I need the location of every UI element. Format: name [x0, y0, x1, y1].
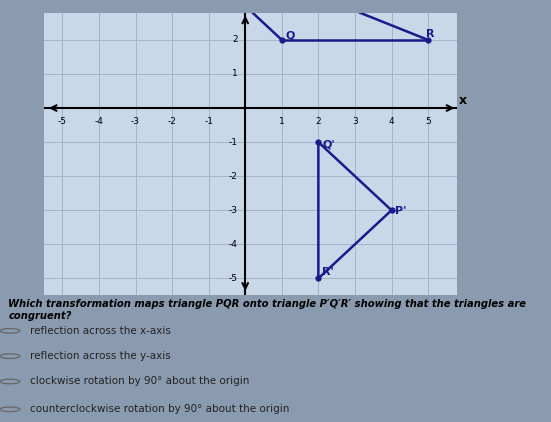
Text: 1: 1 — [232, 70, 238, 78]
Text: 2: 2 — [316, 116, 321, 126]
Text: -3: -3 — [229, 206, 238, 215]
Text: -1: -1 — [229, 138, 238, 146]
Text: x: x — [459, 94, 467, 107]
Text: -2: -2 — [229, 172, 238, 181]
Text: -3: -3 — [131, 116, 140, 126]
Text: -4: -4 — [95, 116, 104, 126]
Text: 2: 2 — [233, 35, 238, 44]
Text: 5: 5 — [425, 116, 431, 126]
Text: counterclockwise rotation by 90° about the origin: counterclockwise rotation by 90° about t… — [30, 404, 290, 414]
Text: 4: 4 — [388, 116, 395, 126]
Text: -4: -4 — [229, 240, 238, 249]
Text: Q': Q' — [322, 139, 334, 149]
Text: -5: -5 — [58, 116, 67, 126]
Text: P': P' — [395, 206, 407, 216]
Text: -1: -1 — [204, 116, 213, 126]
Text: 3: 3 — [352, 116, 358, 126]
Text: -5: -5 — [229, 274, 238, 283]
Text: reflection across the y-axis: reflection across the y-axis — [30, 351, 171, 361]
Text: reflection across the x-axis: reflection across the x-axis — [30, 326, 171, 336]
Text: -2: -2 — [168, 116, 176, 126]
Text: R': R' — [322, 267, 334, 277]
Text: clockwise rotation by 90° about the origin: clockwise rotation by 90° about the orig… — [30, 376, 250, 387]
Text: Which transformation maps triangle PQR onto triangle P′Q′R′ showing that the tri: Which transformation maps triangle PQR o… — [8, 299, 526, 321]
Text: R: R — [426, 29, 435, 39]
Text: Q: Q — [285, 30, 295, 40]
Text: 1: 1 — [279, 116, 285, 126]
